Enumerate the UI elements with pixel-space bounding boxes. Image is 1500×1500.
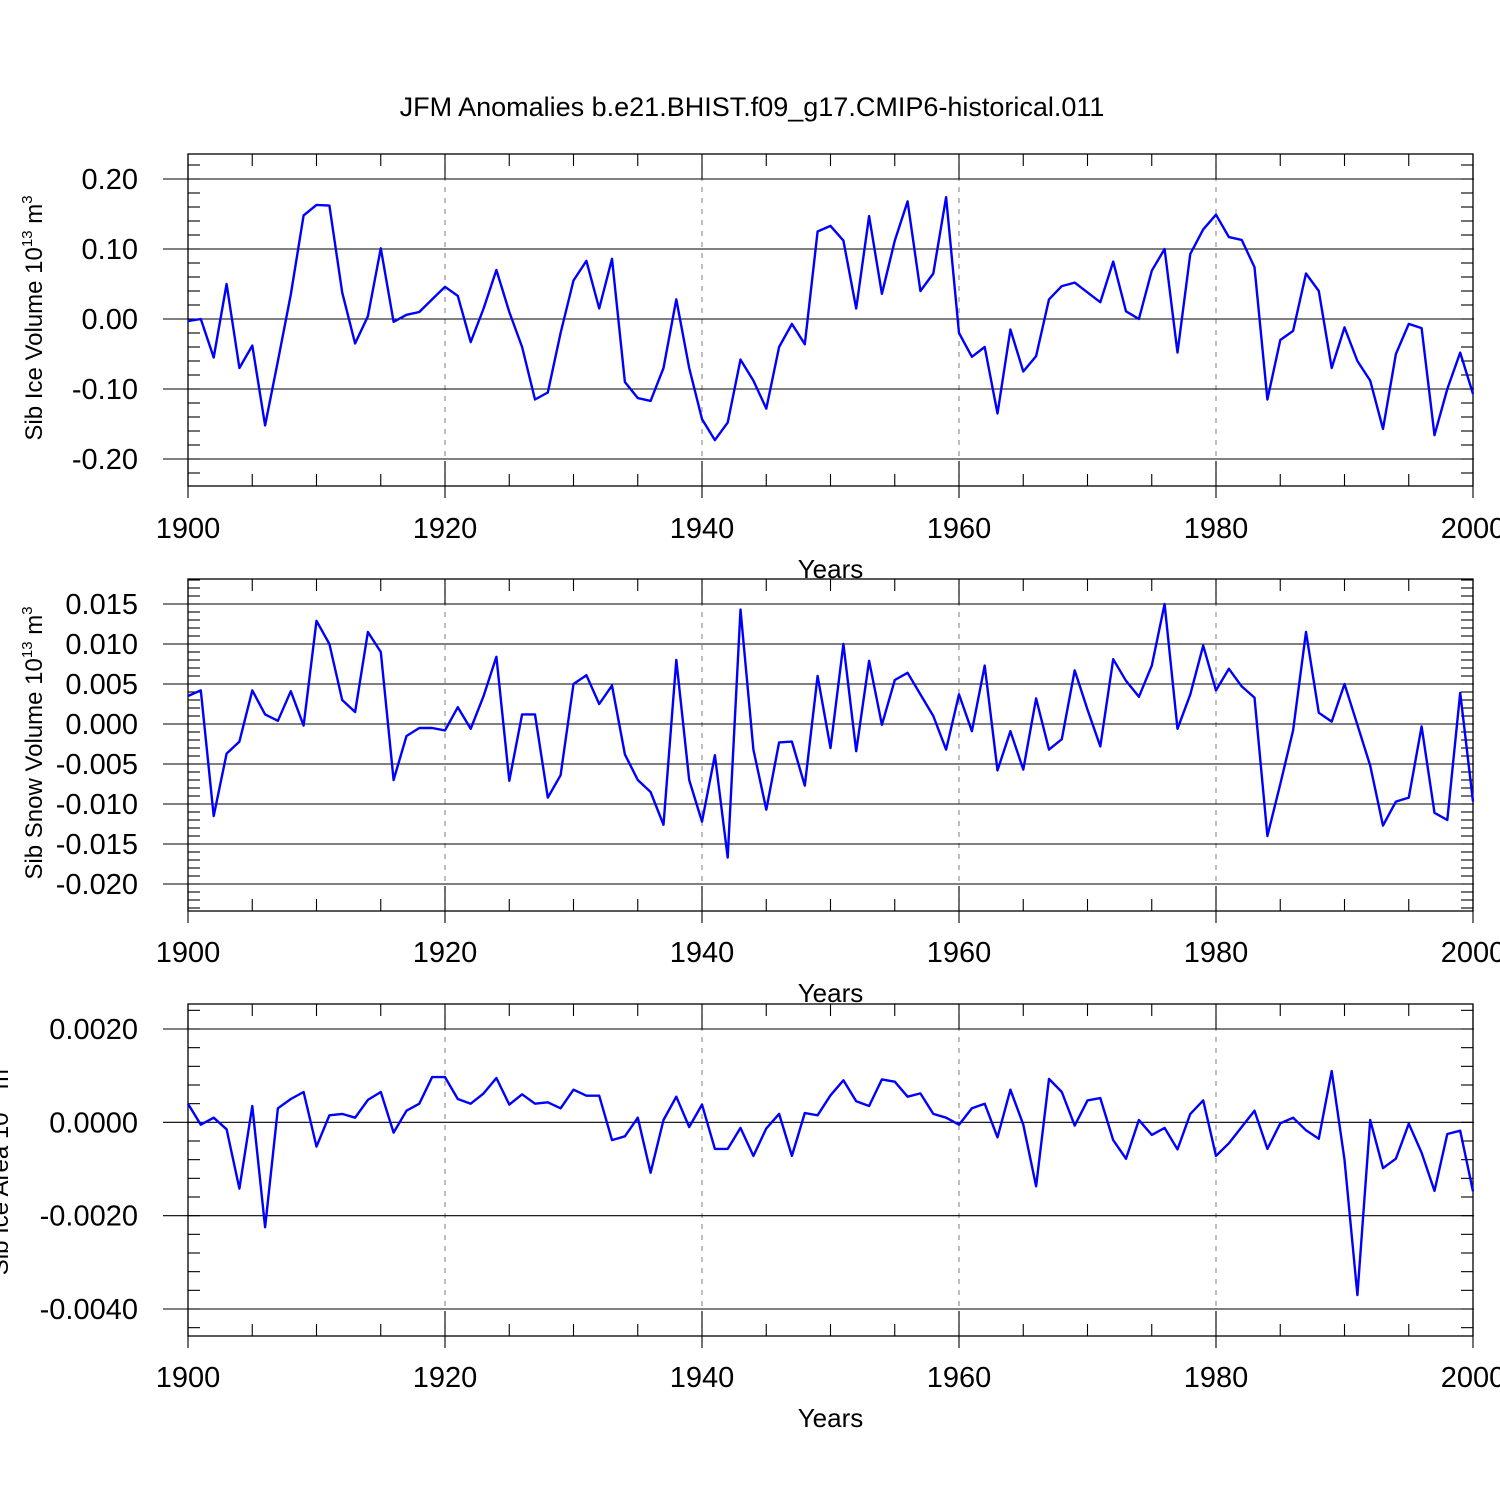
ice-area-x-tick-label: 1940 [670, 1362, 735, 1394]
ice-volume-y-tick-label: -0.10 [72, 374, 138, 406]
ice-area-ylabel-unit-exp: 2 [0, 1061, 2, 1069]
snow-volume-y-tick-label: 0.000 [65, 709, 138, 741]
ice-volume-y-tick-label: 0.20 [82, 164, 138, 196]
ice-area-x-tick-label: 1980 [1184, 1362, 1249, 1394]
snow-volume-ylabel-unit: m [21, 615, 48, 642]
ice-area-x-tick-label: 1960 [927, 1362, 992, 1394]
snow-volume-series-line [187, 602, 1475, 859]
ice-volume-y-tick-label: 0.10 [82, 234, 138, 266]
ice-area-series-line [186, 1069, 1475, 1297]
snow-volume-y-tick-label: -0.005 [56, 749, 138, 781]
ice-area-y-tick-label: -0.0020 [40, 1201, 138, 1233]
ice-area-frame [187, 1003, 1474, 1337]
panel-ice-area: 1900 1920 1940 1960 1980 2000 -0.0040 -0.0020 0.… [0, 1003, 1500, 1433]
panel-snow-volume: 1900 1920 1940 1960 1980 2000 -0.020 -0.015 -0.0… [19, 578, 1500, 1008]
snow-volume-x-tick-label: 1920 [413, 937, 478, 969]
ice-volume-y-axis-label: Sib Ice Volume 1013 m3 [19, 195, 48, 440]
ice-volume-x-tick-label: 1980 [1184, 513, 1249, 545]
ice-area-x-tick-label: 1900 [156, 1362, 221, 1394]
ice-area-x-tick-label: 2000 [1441, 1362, 1500, 1394]
ice-volume-x-tick-label: 1900 [156, 513, 221, 545]
snow-volume-x-tick-label: 1960 [927, 937, 992, 969]
ice-volume-series-line [187, 195, 1475, 442]
snow-volume-x-tick-label: 1900 [156, 937, 221, 969]
ice-area-x-tick-label: 1920 [413, 1362, 478, 1394]
ice-volume-frame [187, 153, 1474, 487]
snow-volume-y-tick-label: 0.005 [65, 669, 138, 701]
ice-volume-ylabel-exp: 13 [19, 230, 36, 247]
ice-volume-y-tick-label: 0.00 [82, 304, 138, 336]
snow-volume-ylabel-unit-exp: 3 [19, 606, 36, 614]
snow-volume-x-tick-label: 1980 [1184, 937, 1249, 969]
ice-volume-x-tick-label: 1920 [413, 513, 478, 545]
ice-volume-ylabel-main: Sib Ice Volume 10 [21, 247, 48, 440]
ice-area-y-axis-label: Sib Ice Area 1013 m2 [0, 1061, 14, 1275]
ice-volume-ylabel-unit: m [21, 204, 48, 231]
snow-volume-y-tick-label: -0.015 [56, 829, 138, 861]
ice-area-x-axis-label: Years [798, 1403, 864, 1433]
snow-volume-y-tick-label: -0.020 [56, 869, 138, 901]
ice-volume-x-tick-label: 2000 [1441, 513, 1500, 545]
ice-area-y-tick-label: 0.0020 [49, 1014, 138, 1046]
snow-volume-y-tick-label: -0.010 [56, 789, 138, 821]
ice-area-y-tick-label: -0.0040 [40, 1294, 138, 1326]
ice-area-ylabel-unit: m [0, 1069, 14, 1096]
ice-volume-x-tick-label: 1940 [670, 513, 735, 545]
snow-volume-y-tick-label: 0.015 [65, 589, 138, 621]
panel-ice-volume: 1900 1920 1940 1960 1980 2000 -0.20 -0.10 0.00 0.… [19, 153, 1500, 584]
ice-area-y-tick-label: 0.0000 [49, 1107, 138, 1139]
ice-volume-x-tick-label: 1960 [927, 513, 992, 545]
ice-area-ylabel-exp: 13 [0, 1096, 2, 1113]
snow-volume-ylabel-exp: 13 [19, 641, 36, 658]
ice-area-ylabel-main: Sib Ice Area 10 [0, 1112, 14, 1275]
figure-title: JFM Anomalies b.e21.BHIST.f09_g17.CMIP6-… [400, 92, 1105, 122]
ice-volume-ylabel-unit-exp: 3 [19, 195, 36, 203]
snow-volume-y-tick-label: 0.010 [65, 629, 138, 661]
snow-volume-x-axis-label: Years [798, 978, 864, 1008]
snow-volume-x-tick-label: 1940 [670, 937, 735, 969]
snow-volume-y-axis-label: Sib Snow Volume 1013 m3 [19, 606, 48, 879]
snow-volume-ylabel-main: Sib Snow Volume 10 [21, 658, 48, 879]
snow-volume-x-tick-label: 2000 [1441, 937, 1500, 969]
ice-volume-y-tick-label: -0.20 [72, 444, 138, 476]
